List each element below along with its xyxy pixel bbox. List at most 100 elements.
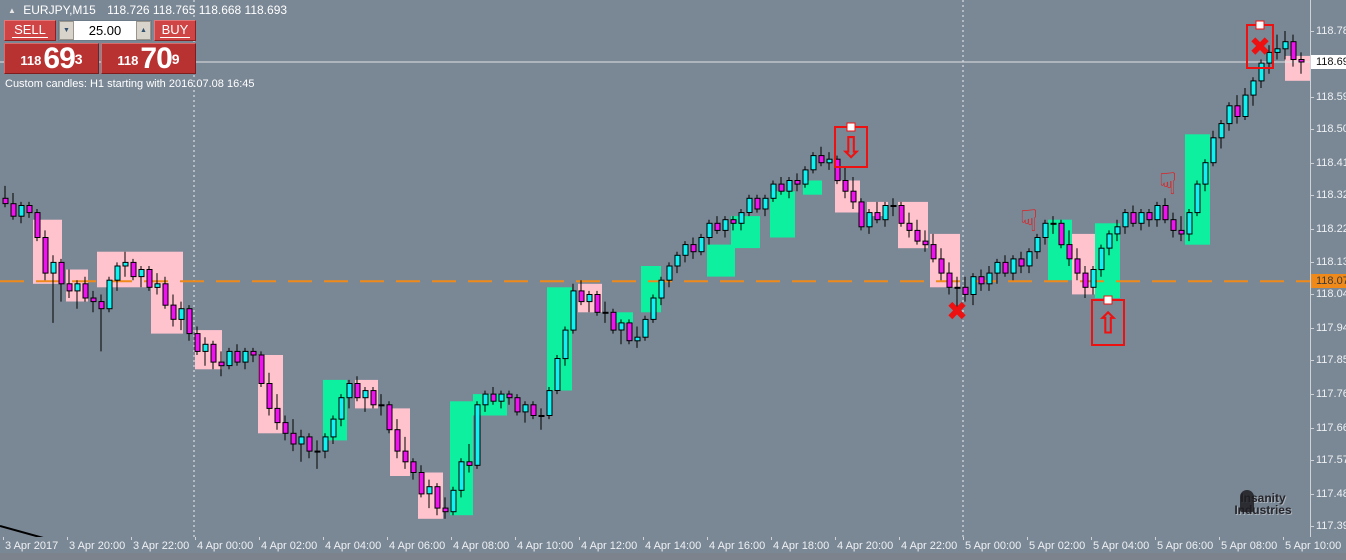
candle-body	[794, 180, 801, 185]
buy-button[interactable]: BUY	[154, 20, 196, 41]
buy-signal-icon-anchor[interactable]	[1103, 295, 1113, 305]
candle-body	[522, 404, 529, 413]
price-axis[interactable]: 118.780 118.595 118.505 118.410 118.320 118.2…	[1310, 0, 1346, 537]
time-tick-mark	[387, 537, 388, 540]
candle-body	[1218, 123, 1225, 139]
candle-body	[370, 390, 377, 406]
time-tick-mark	[195, 537, 196, 540]
buy-price-button[interactable]: 118 70 9	[101, 43, 196, 74]
price-tick-label: 117.945	[1316, 322, 1346, 335]
candle-body	[1106, 233, 1113, 249]
chart-canvas[interactable]: ⇩ ✖ ⇧ ☟ ☟ ✖	[0, 0, 1310, 537]
candle-body	[18, 205, 25, 217]
candle-body	[1290, 41, 1297, 60]
candle-body	[458, 461, 465, 491]
candle-body	[74, 283, 81, 292]
candle-body	[1274, 48, 1281, 53]
trendline-fragment[interactable]	[0, 525, 58, 537]
candle-body	[1018, 258, 1025, 267]
candle-body	[34, 212, 41, 239]
candle-body	[290, 432, 297, 445]
candle-body	[82, 283, 89, 299]
candle-body	[1114, 226, 1121, 235]
volume-decrease-button[interactable]: ▼	[59, 21, 74, 40]
candle-body	[538, 415, 545, 417]
candle-body	[626, 322, 633, 342]
candle-body	[1154, 205, 1161, 221]
candle-body	[778, 183, 785, 192]
time-tick-label: 4 Apr 12:00	[581, 540, 638, 552]
candle-body	[202, 343, 209, 352]
price-tick-label: 117.665	[1316, 421, 1346, 434]
candle-body	[866, 212, 873, 228]
time-tick-mark	[131, 537, 132, 540]
candle-body	[1066, 244, 1073, 260]
volume-increase-button[interactable]: ▲	[136, 21, 151, 40]
time-tick-label: 4 Apr 04:00	[325, 540, 382, 552]
price-tick-label: 118.040	[1316, 288, 1346, 301]
candle-body	[690, 244, 697, 253]
candle-body	[450, 489, 457, 513]
candle-body	[1250, 80, 1257, 96]
candle-body	[354, 383, 361, 399]
price-tick-mark	[1311, 525, 1314, 527]
candle-body	[738, 212, 745, 224]
time-tick-label: 5 Apr 04:00	[1093, 540, 1150, 552]
buy-price-pip: 9	[171, 51, 180, 67]
candle-body	[962, 286, 969, 295]
candle-body	[2, 197, 9, 205]
price-tick-label: 118.130	[1316, 256, 1346, 269]
time-tick-mark	[3, 537, 4, 540]
candle-body	[242, 350, 249, 363]
candle-body	[178, 308, 185, 320]
candle-body	[1146, 212, 1153, 221]
candle-body	[754, 197, 761, 210]
ohlc-quotes-label: 118.726 118.765 118.668 118.693	[107, 3, 288, 17]
candle-body	[114, 265, 121, 281]
candle-body	[642, 318, 649, 338]
candle-body	[826, 158, 833, 164]
candle-body	[1186, 212, 1193, 235]
time-axis[interactable]: 3 Apr 2017 3 Apr 20:00 3 Apr 22:00 4 Apr 00…	[0, 537, 1341, 553]
close-signal-icon-anchor[interactable]	[1255, 20, 1265, 30]
candle-body	[362, 390, 369, 399]
candle-body	[890, 205, 897, 207]
time-tick-mark	[835, 537, 836, 540]
time-tick-mark	[515, 537, 516, 540]
candle-body	[1074, 258, 1081, 274]
price-tick-mark	[1311, 194, 1314, 196]
candle-body	[1258, 62, 1265, 82]
h1-custom-candle	[1072, 233, 1095, 295]
sell-price-button[interactable]: 118 69 3	[4, 43, 99, 74]
candle-body	[746, 197, 753, 214]
time-tick-mark	[1027, 537, 1028, 540]
sell-button[interactable]: SELL	[4, 20, 56, 41]
candle-body	[306, 436, 313, 452]
time-tick-label: 5 Apr 10:00	[1285, 540, 1342, 552]
candle-body	[386, 404, 393, 431]
candle-body	[834, 158, 841, 182]
candle-body	[1234, 105, 1241, 118]
volume-input[interactable]	[74, 21, 136, 40]
candle-body	[554, 358, 561, 391]
candle-body	[994, 261, 1001, 274]
time-tick-label: 4 Apr 22:00	[901, 540, 958, 552]
candle-body	[10, 203, 17, 217]
candle-body	[274, 407, 281, 424]
candle-body	[1034, 237, 1041, 253]
candle-body	[154, 283, 161, 288]
time-tick-label: 5 Apr 06:00	[1157, 540, 1214, 552]
collapse-triangle-icon[interactable]: ▲	[8, 6, 16, 15]
sell-signal-icon: ⇩	[838, 131, 863, 166]
candle-body	[970, 276, 977, 296]
close-signal-icon: ✖	[1249, 33, 1271, 63]
time-tick-mark	[1155, 537, 1156, 540]
candle-body	[986, 272, 993, 285]
h1-custom-candle	[770, 191, 795, 238]
candle-body	[218, 361, 225, 367]
candle-body	[410, 461, 417, 473]
time-tick-label: 4 Apr 00:00	[197, 540, 254, 552]
sell-signal-icon-anchor[interactable]	[846, 122, 856, 132]
time-tick-mark	[1219, 537, 1220, 540]
